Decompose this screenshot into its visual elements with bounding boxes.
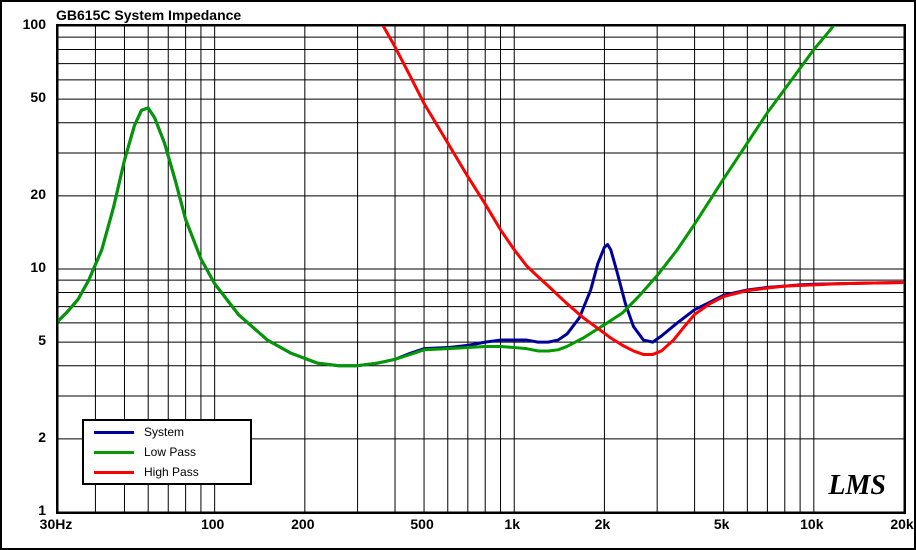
- legend: System Low Pass High Pass: [82, 419, 252, 485]
- series-high-pass: [358, 0, 904, 354]
- y-tick-label: 20: [30, 186, 46, 202]
- chart-title: GB615C System Impedance: [56, 7, 241, 23]
- legend-label: Low Pass: [144, 445, 196, 459]
- y-tick-label: 2: [38, 429, 46, 445]
- legend-item: High Pass: [84, 462, 250, 482]
- x-tick-label: 100: [201, 516, 224, 532]
- x-tick-label: 1k: [504, 516, 520, 532]
- legend-swatch: [94, 471, 134, 474]
- x-tick-label: 200: [291, 516, 314, 532]
- x-tick-label: 20k: [890, 516, 913, 532]
- x-tick-label: 5k: [714, 516, 730, 532]
- legend-item: System: [84, 422, 250, 442]
- x-tick-label: 10k: [800, 516, 823, 532]
- legend-item: Low Pass: [84, 442, 250, 462]
- chart-outer: GB615C System Impedance System Low Pass Hi…: [0, 0, 916, 550]
- legend-swatch: [94, 431, 134, 434]
- legend-label: High Pass: [144, 465, 199, 479]
- series-system: [58, 108, 904, 366]
- x-tick-label: 2k: [595, 516, 611, 532]
- y-tick-label: 100: [23, 16, 46, 32]
- x-tick-label: 30Hz: [40, 516, 73, 532]
- watermark: LMS: [828, 470, 886, 502]
- y-tick-label: 50: [30, 89, 46, 105]
- y-tick-label: 10: [30, 259, 46, 275]
- legend-swatch: [94, 451, 134, 454]
- legend-label: System: [144, 425, 184, 439]
- x-tick-label: 500: [410, 516, 433, 532]
- y-tick-label: 5: [38, 332, 46, 348]
- y-tick-label: 1: [38, 502, 46, 518]
